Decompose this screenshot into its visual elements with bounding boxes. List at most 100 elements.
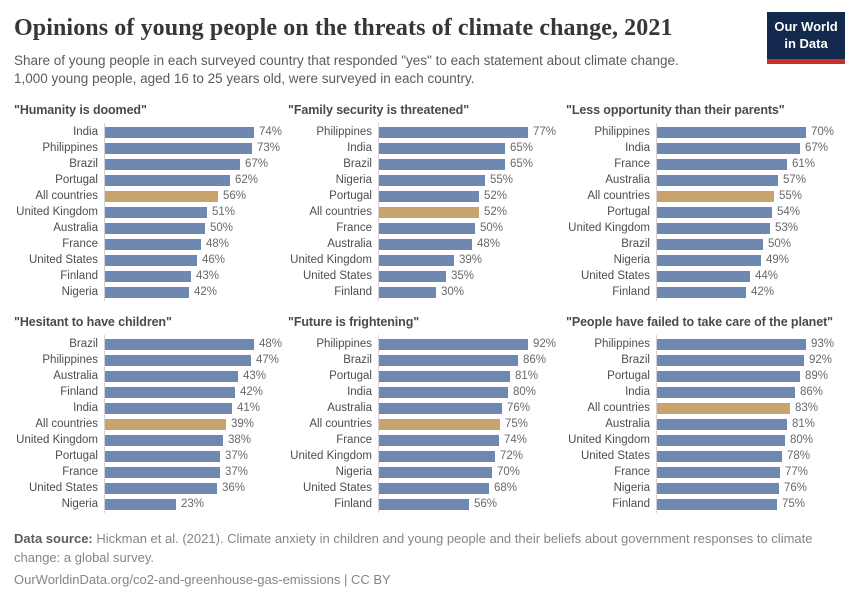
bar — [656, 270, 750, 282]
category-label: United Kingdom — [568, 434, 650, 447]
page-title: Opinions of young people on the threats … — [14, 15, 673, 41]
bar-row: Portugal 89% — [566, 368, 846, 384]
category-label: India — [625, 386, 650, 399]
bar-row: Nigeria 49% — [566, 252, 846, 268]
panel-rows: India 74% Philippines 73% Brazil 67% Portugal 6… — [14, 123, 288, 302]
bar — [378, 238, 472, 250]
bar-row: Australia 57% — [566, 172, 846, 188]
bar-row: Brazil 67% — [14, 156, 288, 172]
bar — [656, 466, 780, 478]
bar-row: France 61% — [566, 156, 846, 172]
bar-row: Finland 42% — [566, 284, 846, 300]
value-label: 36% — [222, 482, 246, 495]
value-label: 41% — [237, 402, 261, 415]
bar-row: France 37% — [14, 464, 288, 480]
bar — [378, 434, 499, 446]
bar-row: Nigeria 23% — [14, 496, 288, 512]
bar-row: Nigeria 70% — [288, 464, 566, 480]
bar-row: Australia 76% — [288, 400, 566, 416]
bar-row: United States 78% — [566, 448, 846, 464]
category-label: France — [336, 434, 372, 447]
bar — [656, 338, 806, 350]
chart-panel-family-security: "Family security is threatened" Philippi… — [288, 103, 566, 302]
value-label: 30% — [441, 286, 465, 299]
value-label: 39% — [459, 254, 483, 267]
value-label: 23% — [181, 498, 205, 511]
bar — [104, 158, 240, 170]
category-label: Finland — [612, 286, 650, 299]
category-label: United Kingdom — [290, 254, 372, 267]
bar — [378, 466, 492, 478]
category-label: Philippines — [594, 338, 650, 351]
bar — [656, 238, 763, 250]
chart-panel-humanity-is-doomed: "Humanity is doomed" India 74% Philippines… — [14, 103, 288, 302]
panel-rows: Brazil 48% Philippines 47% Australia 43% Finla… — [14, 335, 288, 514]
value-label: 73% — [257, 142, 281, 155]
bar — [656, 434, 785, 446]
category-label: Nigeria — [613, 254, 650, 267]
bar — [104, 466, 220, 478]
bar — [104, 142, 252, 154]
category-label: Australia — [605, 174, 650, 187]
value-label: 70% — [811, 126, 835, 139]
bar-row: Finland 42% — [14, 384, 288, 400]
category-label: United States — [302, 482, 372, 495]
bar-row: France 48% — [14, 236, 288, 252]
value-label: 50% — [768, 238, 792, 251]
bar — [104, 238, 201, 250]
bar-row: Portugal 54% — [566, 204, 846, 220]
value-label: 51% — [212, 206, 236, 219]
bar — [656, 418, 787, 430]
bar — [104, 338, 254, 350]
footer: Data source: Hickman et al. (2021). Clim… — [14, 530, 826, 590]
value-label: 48% — [259, 338, 283, 351]
category-label: France — [614, 158, 650, 171]
value-label: 54% — [777, 206, 801, 219]
bar-row: Australia 81% — [566, 416, 846, 432]
value-label: 89% — [805, 370, 829, 383]
category-label: Philippines — [316, 338, 372, 351]
bar — [104, 402, 232, 414]
bar-row: United Kingdom 38% — [14, 432, 288, 448]
value-label: 92% — [809, 354, 833, 367]
chart-panel-less-opportunity: "Less opportunity than their parents" Ph… — [566, 103, 846, 302]
panel-title: "Humanity is doomed" — [14, 103, 147, 118]
panel-title: "Future is frightening" — [288, 315, 420, 330]
header: Opinions of young people on the threats … — [14, 12, 846, 89]
bar — [656, 254, 761, 266]
category-label: United Kingdom — [290, 450, 372, 463]
bar — [656, 174, 778, 186]
bar-row: Brazil 48% — [14, 336, 288, 352]
category-label: Brazil — [343, 158, 372, 171]
value-label: 65% — [510, 158, 534, 171]
bar-row: France 77% — [566, 464, 846, 480]
bar — [656, 158, 787, 170]
category-label: Brazil — [621, 354, 650, 367]
bar — [104, 286, 189, 298]
category-label: France — [614, 466, 650, 479]
value-label: 62% — [235, 174, 259, 187]
bar-row: India 86% — [566, 384, 846, 400]
bar-row: United States 46% — [14, 252, 288, 268]
value-label: 78% — [787, 450, 811, 463]
value-label: 42% — [240, 386, 264, 399]
value-label: 50% — [480, 222, 504, 235]
category-label: India — [625, 142, 650, 155]
owid-logo-box: Our World in Data — [767, 12, 845, 59]
category-label: All countries — [309, 418, 372, 431]
bar-row: Brazil 65% — [288, 156, 566, 172]
bar — [378, 254, 454, 266]
category-label: Finland — [334, 498, 372, 511]
axis-line — [656, 123, 657, 302]
bar — [378, 386, 508, 398]
bar — [378, 286, 436, 298]
axis-line — [378, 335, 379, 514]
bar — [656, 370, 800, 382]
bar — [656, 482, 779, 494]
value-label: 92% — [533, 338, 557, 351]
footer-source-text: Hickman et al. (2021). Climate anxiety i… — [14, 531, 813, 566]
bar — [656, 354, 804, 366]
category-label: Finland — [612, 498, 650, 511]
bar — [656, 142, 800, 154]
value-label: 81% — [792, 418, 816, 431]
